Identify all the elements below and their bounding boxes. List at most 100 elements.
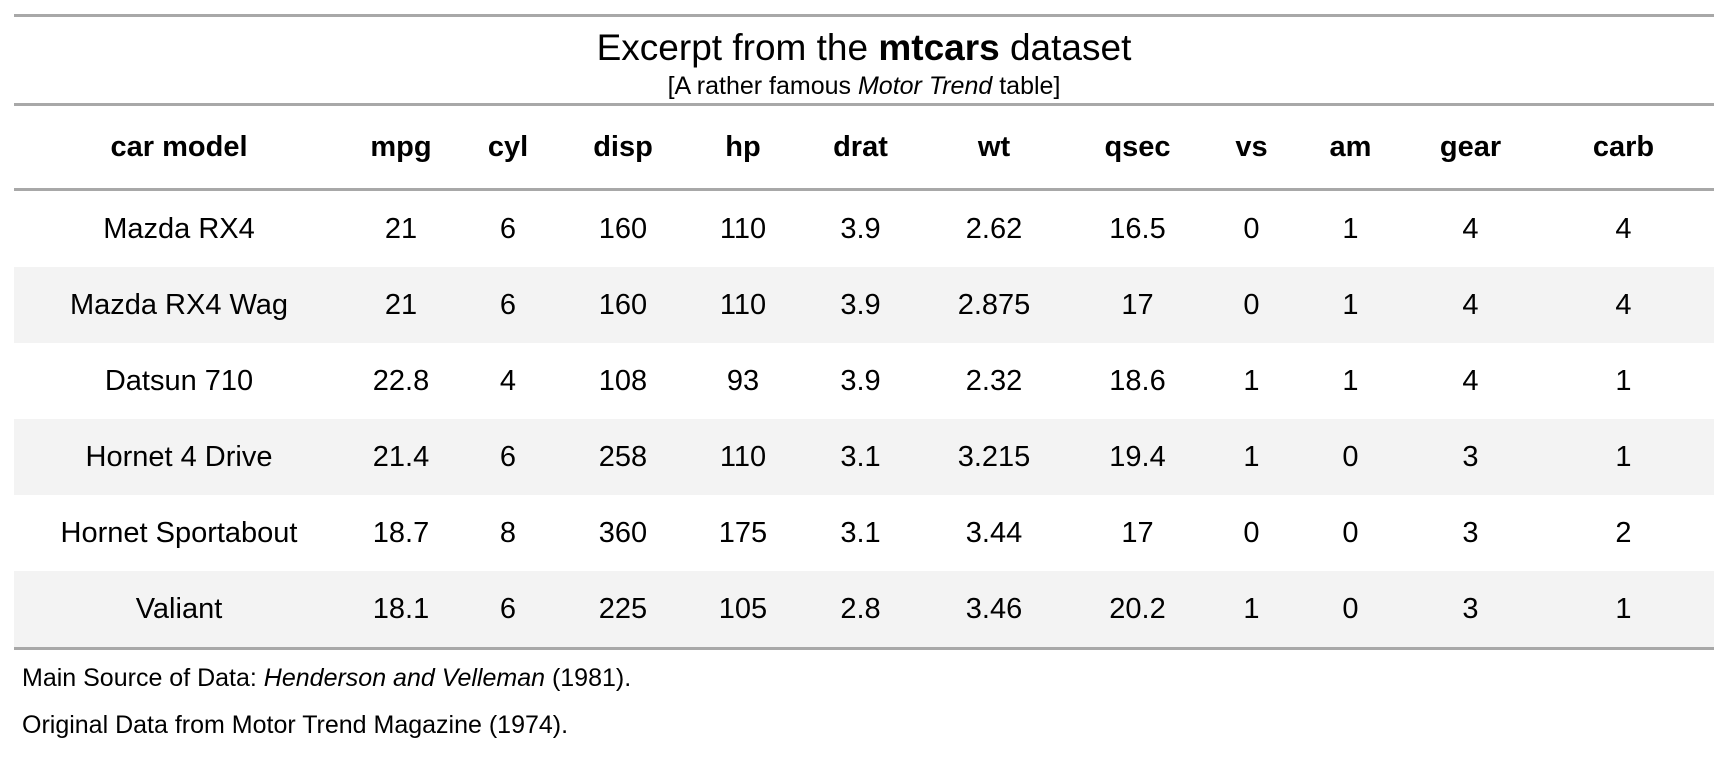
table-row: Hornet 4 Drive 21.4 6 258 110 3.1 3.215 19.4 1 0 3…: [14, 419, 1714, 495]
source-note-1-suffix: (1981).: [545, 664, 632, 692]
table-cell: 1: [1210, 419, 1293, 495]
data-table-container: Excerpt from the mtcars dataset [A rathe…: [14, 14, 1714, 752]
table-cell: 108: [598, 364, 648, 397]
table-cell: 225: [558, 571, 688, 650]
table-cell: 2.62: [965, 212, 1023, 245]
table-title: Excerpt from the mtcars dataset: [14, 27, 1714, 69]
column-header: hp: [688, 106, 798, 191]
table-cell: 22.8: [372, 364, 430, 397]
table-cell: 21.4: [344, 419, 458, 495]
subtitle-suffix: table]: [992, 72, 1061, 100]
car-model-cell: Mazda RX4: [103, 212, 255, 245]
column-header: wt: [923, 106, 1065, 191]
table-row: Mazda RX4 Wag 21 6 160 110 3.9 2.875 17 0 1 4 4: [14, 267, 1714, 343]
car-model-cell: Hornet Sportabout: [60, 516, 298, 549]
table-cell: 17: [1121, 516, 1154, 549]
column-header: vs: [1210, 106, 1293, 191]
table-cell: 6: [458, 267, 558, 343]
table-cell: 4: [1462, 212, 1479, 245]
table-cell: 110: [688, 267, 798, 343]
table-row: Mazda RX4 21 6 160 110 3.9 2.62 16.5 0 1 4 4: [14, 190, 1714, 268]
table-cell: 105: [688, 571, 798, 650]
table-cell: 1: [1342, 364, 1359, 397]
table-cell: 3.9: [840, 212, 881, 245]
table-cell: 1: [1615, 364, 1632, 397]
table-subtitle: [A rather famous Motor Trend table]: [14, 71, 1714, 101]
table-cell: 0: [1243, 516, 1260, 549]
table-cell: 1: [1342, 212, 1359, 245]
table-cell: 175: [718, 516, 768, 549]
table-cell: 18.7: [372, 516, 430, 549]
table-cell: 3.9: [840, 364, 881, 397]
table-cell: 4: [1533, 267, 1714, 343]
table-heading: Excerpt from the mtcars dataset [A rathe…: [14, 17, 1714, 106]
header-row: car model mpg cyl disp hp drat wt qsec vs am gear c…: [14, 106, 1714, 191]
table-cell: 17: [1065, 267, 1210, 343]
table-cell: 2: [1615, 516, 1632, 549]
table-cell: 2.8: [798, 571, 923, 650]
table-cell: 6: [458, 571, 558, 650]
column-header: drat: [798, 106, 923, 191]
table-cell: 0: [1293, 419, 1408, 495]
table-cell: 3.1: [840, 516, 881, 549]
source-note-2: Original Data from Motor Trend Magazine …: [22, 711, 569, 739]
table-cell: 3.44: [965, 516, 1023, 549]
table-cell: 0: [1210, 267, 1293, 343]
table-cell: 18.6: [1109, 364, 1166, 397]
table-cell: 2.875: [923, 267, 1065, 343]
table-cell: 4: [499, 364, 517, 397]
table-cell: 160: [598, 212, 648, 245]
column-header: car model: [14, 106, 344, 191]
table-cell: 1: [1210, 571, 1293, 650]
table-cell: 110: [719, 212, 767, 245]
table-cell: 3: [1408, 571, 1533, 650]
car-model-cell: Valiant: [14, 571, 344, 650]
table-cell: 360: [598, 516, 648, 549]
column-header: gear: [1408, 106, 1533, 191]
source-note-1-authors: Henderson and Velleman: [263, 664, 545, 692]
table-cell: 0: [1243, 212, 1260, 245]
car-model-cell: Datsun 710: [104, 364, 254, 397]
data-table: car model mpg cyl disp hp drat wt qsec vs am gear c…: [14, 106, 1714, 650]
table-cell: 6: [458, 419, 558, 495]
table-cell: 8: [499, 516, 517, 549]
table-cell: 1: [1533, 571, 1714, 650]
column-header: carb: [1533, 106, 1714, 191]
table-cell: 16.5: [1109, 212, 1166, 245]
table-cell: 6: [499, 212, 517, 245]
table-cell: 4: [1408, 267, 1533, 343]
title-prefix: Excerpt from the: [596, 27, 879, 68]
column-header: mpg: [344, 106, 458, 191]
title-suffix: dataset: [999, 27, 1132, 68]
table-cell: 1: [1293, 267, 1408, 343]
column-header: cyl: [458, 106, 558, 191]
table-cell: 21: [344, 267, 458, 343]
table-cell: 19.4: [1065, 419, 1210, 495]
table-cell: 3.215: [923, 419, 1065, 495]
table-row: Datsun 710 22.8 4 108 93 3.9 2.32 18.6 1 1 4 1: [14, 343, 1714, 419]
top-rule: [14, 14, 1714, 17]
table-cell: 93: [726, 364, 760, 397]
subtitle-prefix: [A rather famous: [667, 72, 858, 100]
table-cell: 20.2: [1065, 571, 1210, 650]
source-notes: Main Source of Data: Henderson and Velle…: [14, 650, 1714, 752]
column-header: am: [1293, 106, 1408, 191]
title-bold: mtcars: [878, 27, 1000, 68]
table-row: Hornet Sportabout 18.7 8 360 175 3.1 3.44 17 0 0 3…: [14, 495, 1714, 571]
table-cell: 3: [1462, 516, 1479, 549]
table-cell: 1: [1533, 419, 1714, 495]
column-header: qsec: [1065, 106, 1210, 191]
table-row: Valiant 18.1 6 225 105 2.8 3.46 20.2 1 0 3 1: [14, 571, 1714, 650]
table-cell: 3.1: [798, 419, 923, 495]
table-cell: 160: [558, 267, 688, 343]
car-model-cell: Mazda RX4 Wag: [14, 267, 344, 343]
column-header: disp: [558, 106, 688, 191]
table-cell: 18.1: [344, 571, 458, 650]
table-cell: 3.9: [798, 267, 923, 343]
subtitle-italic: Motor Trend: [857, 72, 993, 100]
table-cell: 3: [1408, 419, 1533, 495]
table-cell: 4: [1615, 212, 1632, 245]
table-cell: 258: [558, 419, 688, 495]
table-cell: 0: [1293, 571, 1408, 650]
